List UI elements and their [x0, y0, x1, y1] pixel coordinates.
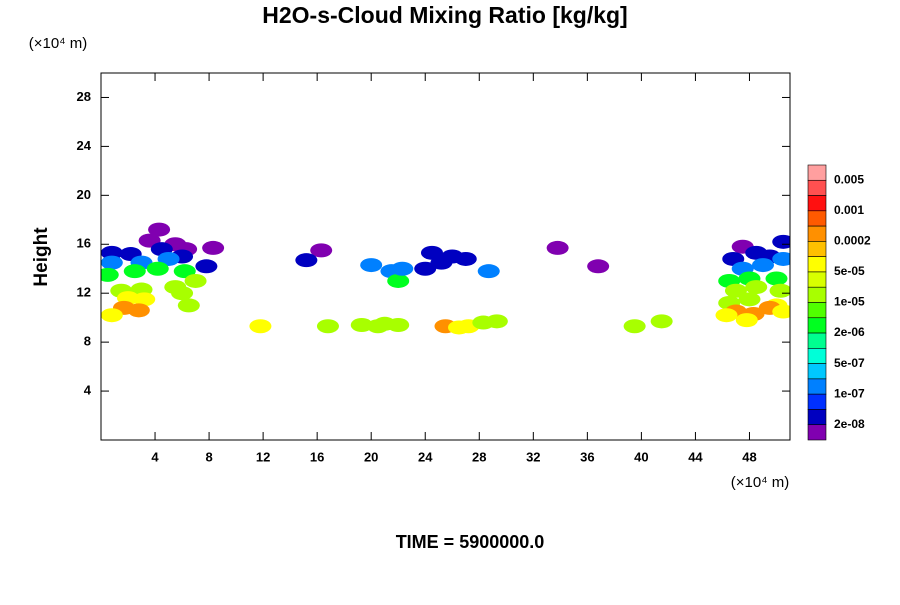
x-tick-label: 40	[634, 449, 648, 464]
cloud-cell	[650, 314, 673, 329]
colorbar-swatch	[807, 195, 827, 212]
field	[101, 222, 790, 335]
colorbar-label: 0.0002	[834, 234, 871, 248]
y-tick-label: 4	[84, 383, 92, 398]
cloud-cell	[101, 308, 123, 323]
colorbar-swatch	[807, 225, 827, 242]
cloud-cell	[123, 264, 146, 279]
cloud-cell	[715, 308, 738, 323]
colorbar-swatch	[807, 393, 827, 410]
colorbar-label: 5e-05	[834, 264, 865, 278]
cloud-cell	[350, 318, 373, 333]
cloud-cell	[101, 245, 123, 260]
colorbar-swatch	[807, 378, 827, 395]
chart-title: H2O-s-Cloud Mixing Ratio [kg/kg]	[262, 2, 627, 28]
y-unit: (×10⁴ m)	[29, 35, 88, 52]
colorbar-swatch	[807, 164, 827, 181]
y-axis-label: Height	[31, 227, 52, 287]
cloud-cell	[195, 259, 218, 274]
y-tick-label: 12	[77, 285, 91, 300]
colorbar-swatch	[807, 424, 827, 441]
colorbar-swatch	[807, 409, 827, 426]
cloud-cell	[127, 303, 150, 318]
x-tick-label: 44	[688, 449, 703, 464]
colorbar-swatch	[807, 210, 827, 227]
cloud-cell	[391, 261, 414, 276]
x-tick-label: 20	[364, 449, 378, 464]
y-tick-label: 16	[77, 236, 91, 251]
cloud-cell	[485, 314, 508, 329]
x-tick-label: 28	[472, 449, 486, 464]
x-tick-label: 48	[742, 449, 756, 464]
cloud-cell	[724, 283, 747, 298]
x-unit: (×10⁴ m)	[731, 474, 790, 491]
cloud-cell	[414, 261, 437, 276]
colorbar-swatch	[807, 179, 827, 196]
colorbar-label: 1e-05	[834, 295, 865, 309]
cloud-cell	[146, 261, 169, 276]
colorbar-swatch	[807, 332, 827, 349]
cloud-cell	[316, 319, 339, 334]
cloud-cell	[430, 255, 453, 270]
cloud-cell	[101, 255, 123, 270]
cloud-cell	[772, 234, 790, 249]
y-tick-label: 20	[77, 187, 91, 202]
colorbar-label: 2e-08	[834, 417, 865, 431]
plot-frame	[100, 72, 791, 441]
cloud-cell	[477, 264, 500, 279]
cloud-cell	[157, 251, 180, 266]
cloud-cell	[772, 251, 790, 266]
cloud-cell	[735, 313, 758, 328]
colorbar-label: 5e-07	[834, 356, 865, 370]
colorbar-swatch	[807, 241, 827, 257]
cloud-cell	[769, 283, 790, 298]
colorbar-label: 0.005	[834, 172, 864, 186]
cloud-cell	[202, 240, 225, 255]
colorbar-label: 2e-06	[834, 325, 865, 339]
cloud-cell	[177, 298, 200, 313]
footer: TIME = 5900000.0	[396, 532, 545, 552]
cloud-cell	[546, 240, 569, 255]
colorbar-swatch	[807, 271, 827, 288]
colorbar-swatch	[807, 348, 827, 364]
cloud-cell	[587, 259, 610, 274]
x-tick-label: 16	[310, 449, 324, 464]
cloud-cell	[387, 318, 410, 333]
cloud-cell	[765, 271, 788, 286]
cloud-cell	[772, 304, 790, 319]
cloud-cell	[171, 286, 194, 301]
colorbar-swatch	[807, 317, 827, 334]
cloud-cell	[623, 319, 646, 334]
cloud-cell	[360, 258, 383, 273]
colorbar-label: 0.001	[834, 203, 864, 217]
y-tick-label: 24	[77, 138, 92, 153]
cloud-cell	[101, 267, 119, 282]
colorbar-swatch	[807, 256, 827, 273]
x-tick-label: 4	[151, 449, 159, 464]
colorbar-swatch	[807, 286, 827, 303]
cloud-cell	[751, 258, 774, 273]
x-tick-label: 24	[418, 449, 433, 464]
x-tick-label: 32	[526, 449, 540, 464]
cloud-cell	[310, 243, 333, 258]
cloud-cell	[454, 251, 477, 266]
y-tick-label: 28	[77, 89, 91, 104]
cloud-cell	[738, 292, 761, 307]
x-tick-label: 8	[205, 449, 212, 464]
cloud-cell	[133, 292, 156, 307]
cloud-cell	[148, 222, 171, 237]
y-tick-label: 8	[84, 334, 91, 349]
cloud-cell	[387, 273, 410, 288]
cloud-cell	[173, 264, 196, 279]
cloud-cell	[745, 280, 768, 295]
cloud-cell	[184, 273, 207, 288]
colorbar-swatch	[807, 302, 827, 319]
colorbar-swatch	[807, 363, 827, 380]
colorbar-label: 1e-07	[834, 386, 865, 400]
cloud-cell	[295, 253, 318, 268]
cloud-cell	[249, 319, 272, 334]
x-tick-label: 12	[256, 449, 270, 464]
x-tick-label: 36	[580, 449, 594, 464]
